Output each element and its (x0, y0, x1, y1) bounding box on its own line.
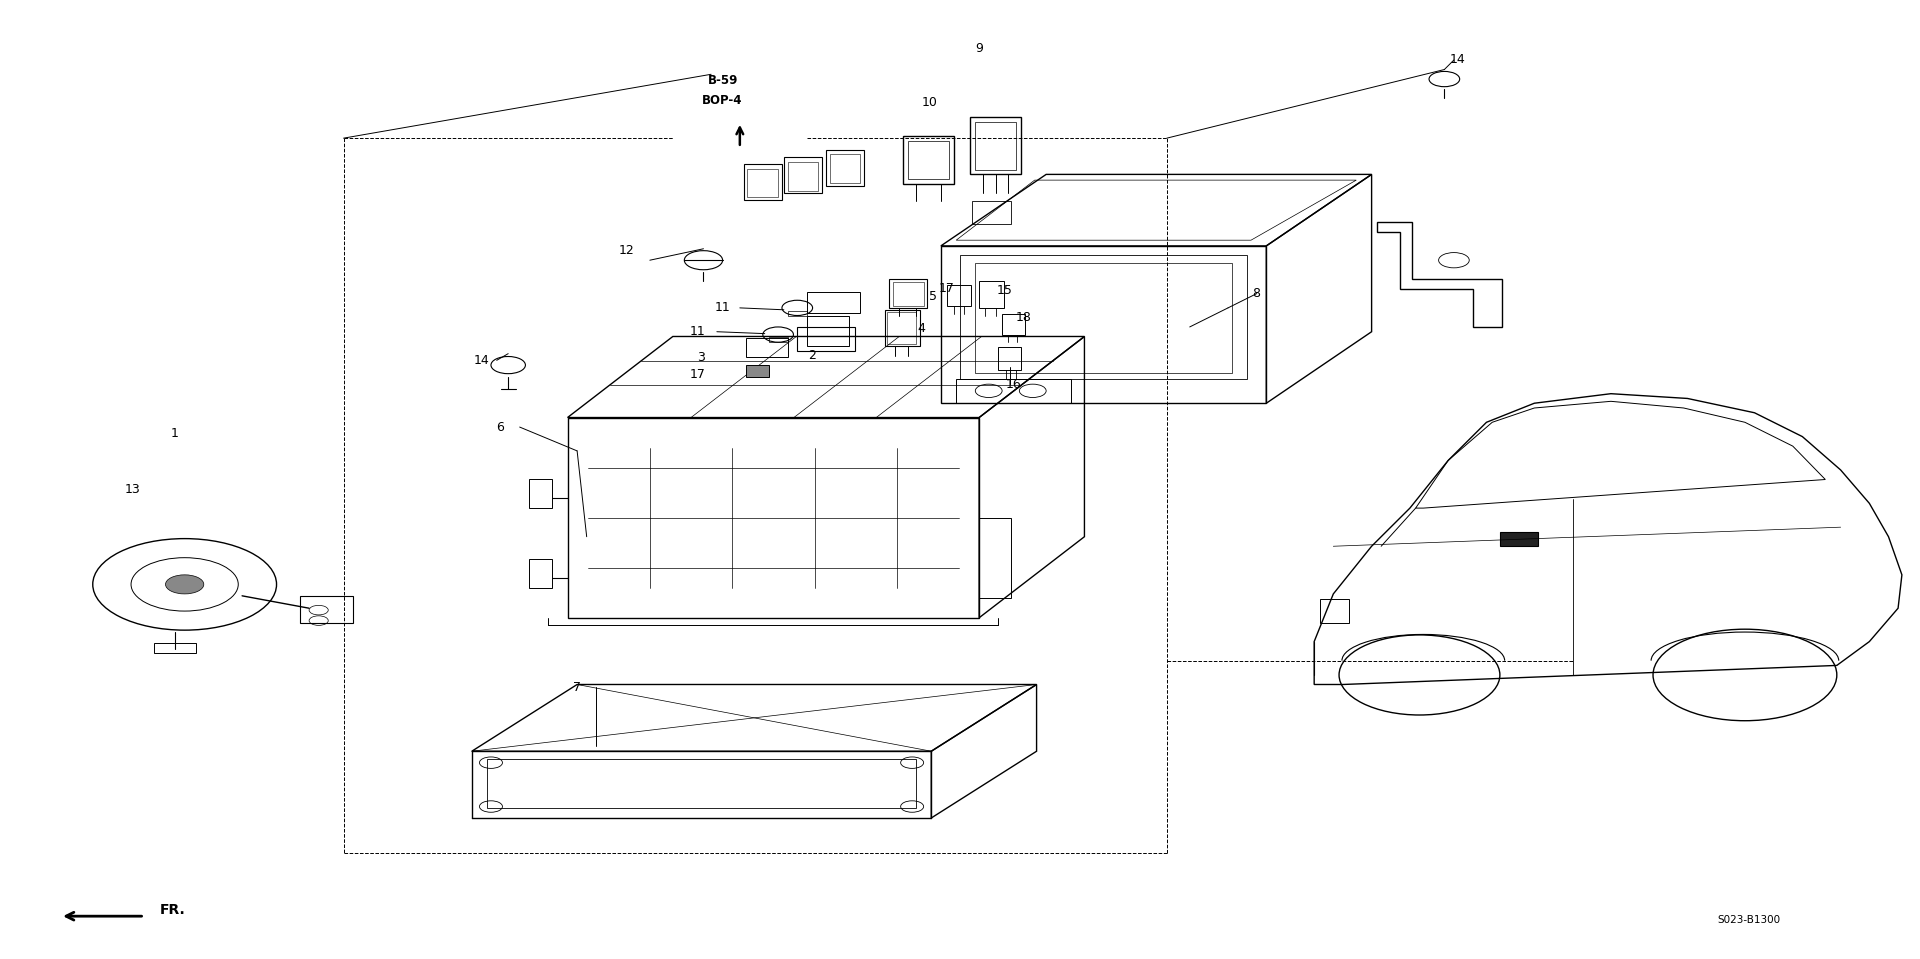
Bar (745, 339, 787, 358)
Text: 5: 5 (929, 290, 937, 303)
Bar (998, 347, 1021, 370)
Bar (154, 643, 196, 653)
Bar (902, 136, 954, 184)
Text: 12: 12 (618, 245, 634, 257)
Bar (488, 759, 916, 808)
Bar (970, 117, 1021, 175)
Bar (1500, 532, 1538, 547)
Bar (908, 141, 948, 179)
Text: 16: 16 (1006, 378, 1021, 390)
Text: 6: 6 (497, 421, 505, 433)
Text: 11: 11 (689, 325, 705, 339)
Bar (1319, 598, 1348, 622)
Text: 3: 3 (697, 351, 705, 364)
Bar (826, 150, 864, 186)
Text: 1: 1 (171, 428, 179, 440)
Text: 17: 17 (939, 282, 954, 295)
Text: FR.: FR. (159, 903, 186, 918)
Text: B-59: B-59 (707, 75, 737, 87)
Bar (783, 157, 822, 194)
Text: 14: 14 (474, 354, 490, 367)
Text: BOP-4: BOP-4 (703, 94, 743, 106)
Bar (979, 518, 1010, 597)
Bar (889, 279, 927, 308)
Bar (893, 282, 924, 306)
Bar (743, 164, 781, 200)
Text: 15: 15 (996, 284, 1012, 297)
Text: 9: 9 (975, 42, 983, 55)
Bar (768, 338, 787, 342)
Bar (300, 596, 353, 622)
Bar (787, 162, 818, 191)
Bar (887, 312, 916, 344)
Text: 14: 14 (1450, 54, 1465, 66)
Text: 4: 4 (918, 322, 925, 336)
Text: 2: 2 (808, 349, 816, 363)
Bar (745, 365, 768, 377)
Text: S023-B1300: S023-B1300 (1716, 915, 1780, 925)
Bar (979, 281, 1004, 308)
Circle shape (165, 574, 204, 594)
Bar (747, 169, 778, 198)
Text: 8: 8 (1252, 287, 1261, 300)
Text: 10: 10 (922, 97, 937, 109)
Text: 18: 18 (1016, 311, 1031, 324)
Bar (975, 122, 1016, 170)
Bar (947, 285, 972, 306)
Bar (530, 480, 553, 507)
Bar (797, 327, 854, 351)
Text: 13: 13 (125, 482, 140, 496)
Bar (806, 316, 849, 346)
Bar (787, 311, 806, 316)
Text: 11: 11 (714, 301, 730, 315)
Bar (885, 310, 920, 346)
Text: 7: 7 (572, 681, 582, 694)
Bar (530, 559, 553, 588)
Bar (829, 154, 860, 183)
Bar (956, 380, 1071, 403)
Bar (1002, 314, 1025, 335)
Bar (806, 292, 860, 313)
Text: 17: 17 (689, 368, 705, 381)
Bar (975, 263, 1233, 373)
Bar (960, 255, 1248, 380)
